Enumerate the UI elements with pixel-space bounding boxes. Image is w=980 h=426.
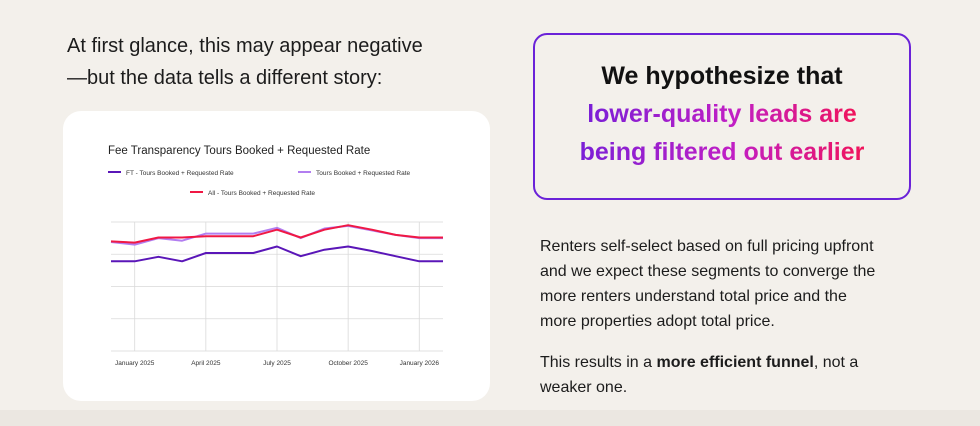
conclusion-emphasis: more efficient funnel — [656, 354, 814, 371]
intro-line-1: At first glance, this may appear negativ… — [67, 35, 423, 57]
body-paragraph-1: Renters self-select based on full pricin… — [540, 234, 940, 334]
x-tick-label: January 2025 — [115, 360, 155, 367]
legend-label: FT - Tours Booked + Requested Rate — [126, 170, 234, 177]
hypothesis-line-2: lower-quality leads are — [587, 100, 857, 128]
x-axis-ticks: January 2025 April 2025 July 2025 October 2… — [115, 360, 439, 367]
body-line: more renters understand total price and … — [540, 288, 847, 305]
hypothesis-box: We hypothesize that lower-quality leads … — [533, 33, 911, 200]
chart-grid — [111, 221, 443, 352]
legend-label: Tours Booked + Requested Rate — [316, 170, 411, 177]
series-line — [111, 245, 443, 263]
conclusion-suffix: , not a — [813, 354, 859, 371]
series-line — [110, 224, 443, 244]
legend-label: All - Tours Booked + Requested Rate — [208, 190, 315, 197]
chart-title: Fee Transparency Tours Booked + Requeste… — [108, 145, 370, 157]
body-line: Renters self-select based on full pricin… — [540, 238, 874, 255]
conclusion-prefix: This results in a — [540, 354, 657, 371]
chart-series — [110, 224, 443, 263]
body-text: Renters self-select based on full pricin… — [540, 234, 940, 400]
bottom-strip — [0, 410, 980, 426]
hypothesis-line-1: We hypothesize that — [601, 62, 843, 90]
hypothesis-line-3: being filtered out earlier — [579, 138, 865, 166]
body-line: and we expect these segments to converge… — [540, 263, 876, 280]
x-tick-label: October 2025 — [328, 360, 368, 367]
chart-legend: FT - Tours Booked + Requested Rate Tours … — [108, 170, 411, 197]
line-chart: Fee Transparency Tours Booked + Requeste… — [108, 145, 443, 367]
body-paragraph-2: This results in a more efficient funnel,… — [540, 350, 940, 400]
intro-line-2: —but the data tells a different story: — [67, 67, 383, 89]
x-tick-label: April 2025 — [191, 360, 221, 367]
chart-card: Fee Transparency Tours Booked + Requeste… — [63, 111, 490, 401]
intro-text: At first glance, this may appear negativ… — [67, 30, 487, 94]
x-tick-label: July 2025 — [263, 360, 291, 367]
conclusion-line-2: weaker one. — [540, 379, 628, 396]
body-line: more properties adopt total price. — [540, 313, 775, 330]
x-tick-label: January 2026 — [400, 360, 440, 367]
